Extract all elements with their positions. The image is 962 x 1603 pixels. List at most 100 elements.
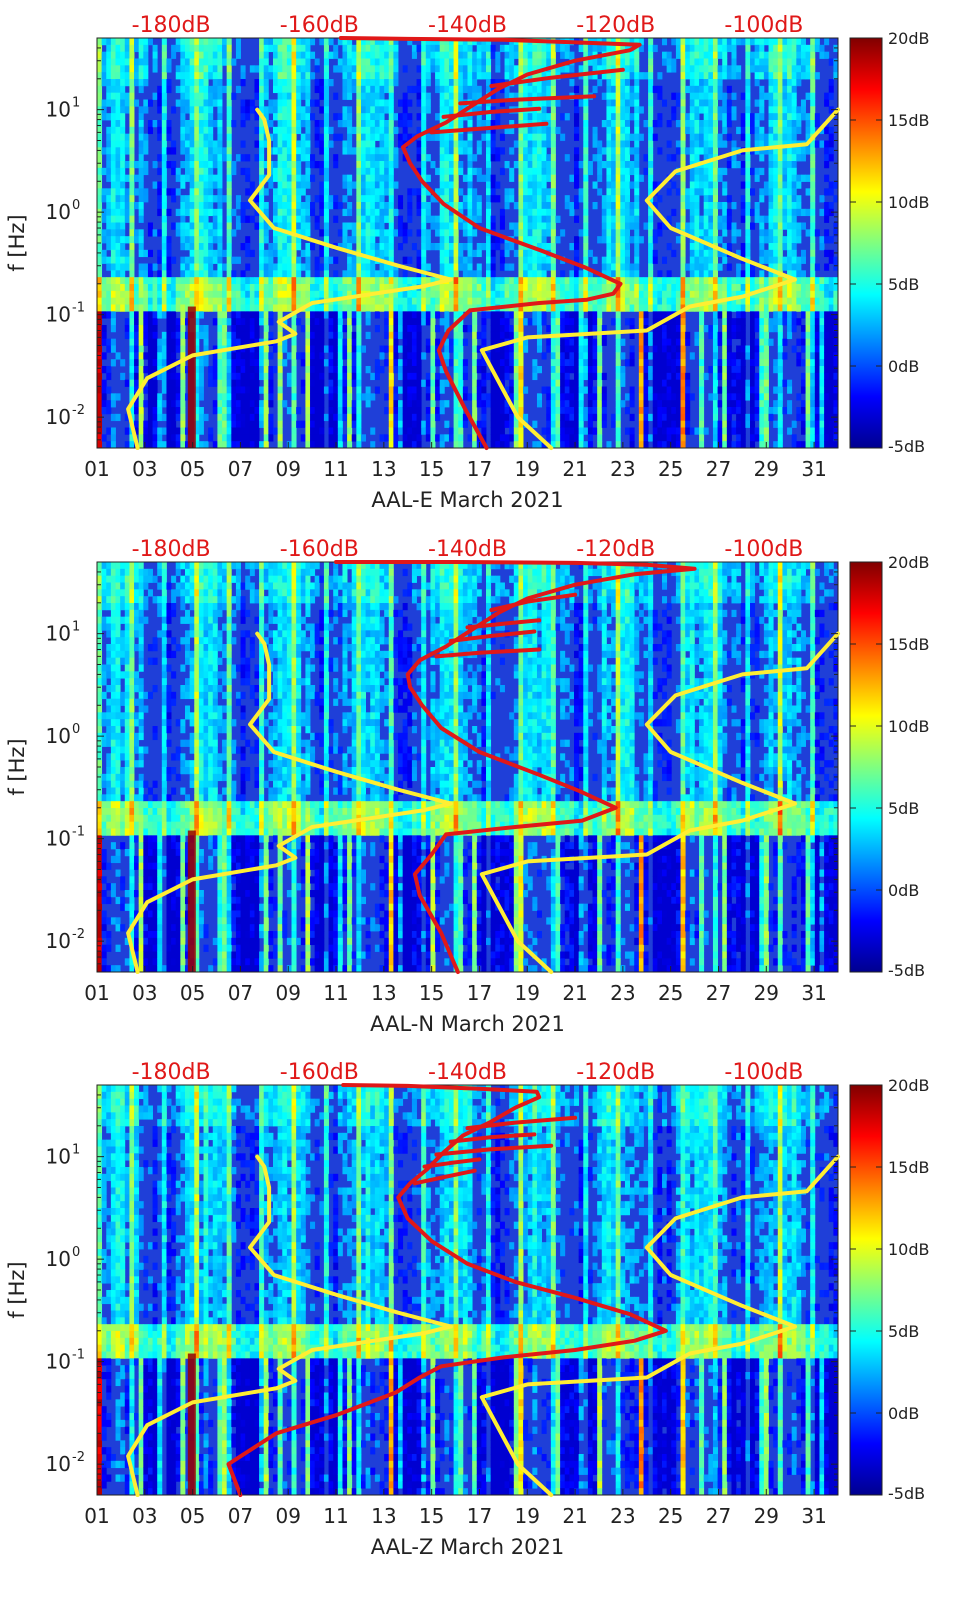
top-db-label: -160dB (280, 13, 359, 38)
colorbar-label: -5dB (888, 1484, 925, 1503)
x-tick-label: 29 (754, 981, 779, 1005)
top-db-label: -140dB (428, 13, 507, 38)
top-db-label: -180dB (132, 1060, 211, 1085)
colorbar-label: 20dB (888, 1076, 930, 1095)
x-tick-label: 21 (562, 1504, 587, 1528)
spectrogram (97, 1085, 838, 1495)
x-tick-label: 27 (706, 981, 731, 1005)
x-tick-label: 05 (180, 981, 205, 1005)
colorbar-label: 15dB (888, 1158, 930, 1177)
y-tick-exponent: 1 (72, 620, 80, 635)
top-db-label: -160dB (280, 1060, 359, 1085)
x-tick-label: 01 (84, 1504, 109, 1528)
x-tick-label: 09 (275, 981, 300, 1005)
x-tick-label: 05 (180, 457, 205, 481)
top-db-label: -100dB (724, 537, 803, 562)
colorbar-label: 20dB (888, 29, 930, 48)
x-tick-label: 01 (84, 457, 109, 481)
y-tick-label: 10 (46, 405, 71, 429)
x-tick-label: 09 (275, 457, 300, 481)
x-tick-label: 15 (419, 1504, 444, 1528)
y-tick-label: 10 (46, 724, 71, 748)
colorbar-label: 5dB (888, 275, 919, 294)
x-tick-label: 07 (228, 457, 253, 481)
y-axis-label: f [Hz] (5, 1261, 29, 1318)
x-axis-label: AAL-Z March 2021 (371, 1535, 564, 1559)
x-axis-label: AAL-N March 2021 (370, 1012, 565, 1036)
x-tick-label: 27 (706, 457, 731, 481)
x-tick-label: 31 (801, 981, 826, 1005)
spectrogram (97, 38, 838, 448)
x-tick-label: 17 (467, 981, 492, 1005)
x-tick-label: 15 (419, 981, 444, 1005)
colorbar-label: 15dB (888, 635, 930, 654)
x-tick-label: 03 (132, 981, 157, 1005)
x-tick-label: 23 (610, 1504, 635, 1528)
y-tick-label: 10 (46, 1145, 71, 1169)
y-tick-label: 10 (46, 827, 71, 851)
x-tick-label: 11 (323, 1504, 348, 1528)
top-db-label: -180dB (132, 13, 211, 38)
x-tick-label: 25 (658, 981, 683, 1005)
y-tick-exponent: 1 (72, 1143, 80, 1158)
x-tick-label: 01 (84, 981, 109, 1005)
y-tick-exponent: 0 (72, 198, 80, 213)
colorbar-label: 15dB (888, 111, 930, 130)
colorbar-label: -5dB (888, 437, 925, 456)
x-tick-label: 19 (515, 1504, 540, 1528)
x-tick-label: 25 (658, 457, 683, 481)
colorbar-label: 5dB (888, 1322, 919, 1341)
x-tick-label: 29 (754, 1504, 779, 1528)
y-tick-exponent: 1 (72, 96, 80, 111)
x-tick-label: 07 (228, 1504, 253, 1528)
colorbar-gradient (850, 38, 882, 448)
top-axis: -180dB -160dB -140dB -120dB -100dB (132, 537, 804, 562)
y-tick-exponent: 0 (72, 1245, 80, 1260)
y-axis-label: f [Hz] (5, 214, 29, 271)
colorbar-label: 0dB (888, 357, 919, 376)
colorbar-label: 10dB (888, 193, 930, 212)
colorbar: 20dB 15dB 10dB 5dB 0dB -5dB (850, 29, 930, 456)
y-tick-label: 10 (46, 929, 71, 953)
x-tick-label: 23 (610, 981, 635, 1005)
x-tick-label: 31 (801, 457, 826, 481)
colorbar-label: 20dB (888, 553, 930, 572)
y-tick-label: 10 (46, 200, 71, 224)
x-tick-label: 13 (371, 981, 396, 1005)
colorbar-gradient (850, 1085, 882, 1495)
top-db-label: -140dB (428, 537, 507, 562)
x-tick-label: 11 (323, 981, 348, 1005)
colorbar-label: 5dB (888, 799, 919, 818)
y-tick-label: 10 (46, 98, 71, 122)
x-tick-label: 31 (801, 1504, 826, 1528)
top-db-label: -120dB (576, 1060, 655, 1085)
y-axis-label: f [Hz] (5, 738, 29, 795)
top-db-label: -120dB (576, 537, 655, 562)
y-tick-label: 10 (46, 1350, 71, 1374)
colorbar-label: 0dB (888, 881, 919, 900)
y-tick-exponent: 0 (72, 722, 80, 737)
colorbar-label: 10dB (888, 1240, 930, 1259)
top-db-label: -180dB (132, 537, 211, 562)
top-db-label: -100dB (724, 1060, 803, 1085)
x-tick-label: 13 (371, 1504, 396, 1528)
x-tick-label: 11 (323, 457, 348, 481)
x-tick-label: 19 (515, 457, 540, 481)
x-tick-label: 27 (706, 1504, 731, 1528)
x-tick-label: 17 (467, 457, 492, 481)
top-db-label: -160dB (280, 537, 359, 562)
colorbar-label: -5dB (888, 961, 925, 980)
top-db-label: -120dB (576, 13, 655, 38)
x-tick-label: 07 (228, 981, 253, 1005)
y-tick-label: 10 (46, 303, 71, 327)
y-tick-exponent: -2 (72, 927, 85, 942)
x-tick-label: 03 (132, 1504, 157, 1528)
top-db-label: -140dB (428, 1060, 507, 1085)
y-tick-exponent: -1 (72, 825, 85, 840)
x-tick-label: 15 (419, 457, 444, 481)
